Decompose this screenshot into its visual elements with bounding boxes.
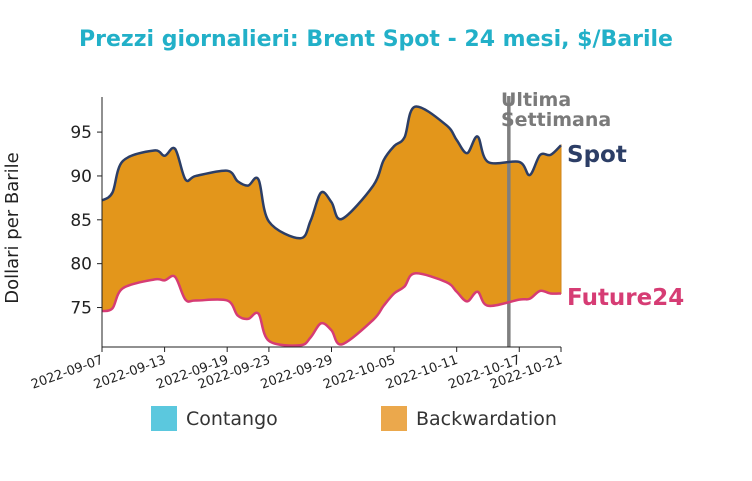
- legend-swatch-contango: [151, 406, 177, 431]
- series-label-spot: Spot: [567, 142, 627, 168]
- backwardation-area: [101, 106, 562, 347]
- x-ticks: 2022-09-072022-09-132022-09-192022-09-23…: [29, 347, 564, 393]
- y-tick-label: 75: [70, 299, 92, 319]
- series-label-future24: Future24: [567, 285, 684, 311]
- series-line-spot: [101, 105, 562, 240]
- plot-area: [101, 96, 562, 347]
- legend: Contango Backwardation: [151, 406, 557, 431]
- y-axis-label: Dollari per Barile: [2, 152, 23, 304]
- series-line-future24: [101, 272, 562, 347]
- annotation-line1: Ultima: [501, 89, 571, 111]
- legend-label-backwardation: Backwardation: [416, 408, 557, 430]
- y-tick-label: 95: [70, 123, 92, 143]
- y-ticks: 75 80 85 90 95: [70, 123, 102, 319]
- legend-swatch-backwardation: [381, 406, 407, 431]
- y-tick-label: 85: [70, 211, 92, 231]
- annotation-line2: Settimana: [501, 109, 611, 131]
- y-tick-label: 90: [70, 167, 92, 187]
- legend-label-contango: Contango: [186, 408, 278, 430]
- chart-title: Prezzi giornalieri: Brent Spot - 24 mesi…: [79, 27, 673, 52]
- y-tick-label: 80: [70, 255, 92, 275]
